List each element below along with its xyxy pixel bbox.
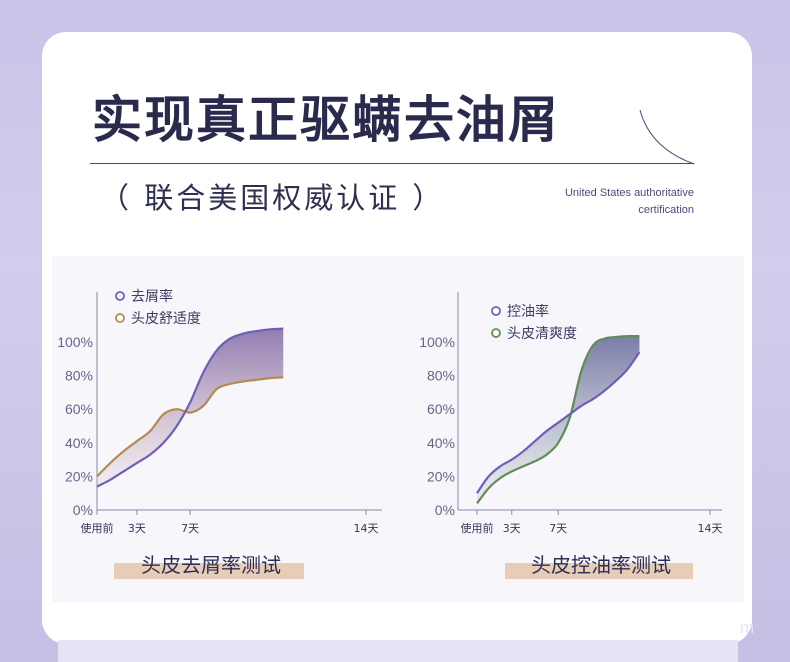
series-line-去屑率: [96, 327, 284, 488]
y-tick-label: 20%: [427, 468, 455, 484]
next-card-edge: [58, 640, 738, 662]
legend-label: 控油率: [507, 303, 549, 320]
english-note-line-2: certification: [638, 204, 694, 216]
chart-title: 头皮控油率测试: [531, 553, 671, 577]
page-subtitle: （ 联合美国权威认证 ）: [100, 181, 445, 215]
decorative-curve: [639, 109, 695, 165]
y-tick-label: 40%: [427, 435, 455, 451]
title-divider: [90, 163, 694, 164]
series-line-控油率: [476, 351, 641, 494]
legend-marker: [115, 313, 125, 323]
x-tick-label: 7天: [549, 522, 567, 535]
page-title: 实现真正驱螨去油屑: [92, 91, 560, 149]
x-tick-label: 使用前: [81, 521, 114, 535]
watermark-text: m: [740, 618, 755, 637]
x-tick-label: 7天: [181, 522, 199, 535]
legend-marker: [491, 306, 501, 316]
legend-marker: [115, 291, 125, 301]
series-line-头皮舒适度: [96, 376, 284, 478]
y-tick-label: 80%: [65, 368, 93, 384]
x-tick-label: 14天: [698, 522, 723, 535]
series-line-头皮清爽度: [476, 334, 640, 504]
y-tick-label: 60%: [65, 401, 93, 417]
legend-marker: [491, 328, 501, 338]
y-tick-label: 0%: [73, 502, 93, 518]
x-tick-label: 3天: [128, 522, 146, 535]
y-tick-label: 100%: [57, 334, 93, 350]
y-tick-label: 100%: [419, 334, 455, 350]
legend-label: 头皮舒适度: [131, 311, 201, 327]
y-tick-label: 20%: [65, 468, 93, 484]
x-tick-label: 3天: [503, 522, 521, 535]
legend-label: 去屑率: [131, 288, 173, 305]
y-tick-label: 40%: [65, 435, 93, 451]
x-tick-label: 使用前: [461, 521, 494, 535]
english-note-line-1: United States authoritative: [564, 187, 694, 199]
y-tick-label: 0%: [435, 502, 455, 518]
chart-title: 头皮去屑率测试: [141, 553, 281, 577]
chart-title-bar: [505, 563, 693, 579]
legend-label: 头皮清爽度: [507, 326, 577, 342]
y-tick-label: 80%: [427, 368, 455, 384]
chart-title-bar: [114, 563, 304, 579]
series-band-控油率: [477, 336, 640, 504]
x-tick-label: 14天: [354, 522, 379, 535]
y-tick-label: 60%: [427, 401, 455, 417]
english-note: United States authoritative certificatio…: [565, 185, 694, 219]
series-band-去屑率: [97, 328, 284, 487]
